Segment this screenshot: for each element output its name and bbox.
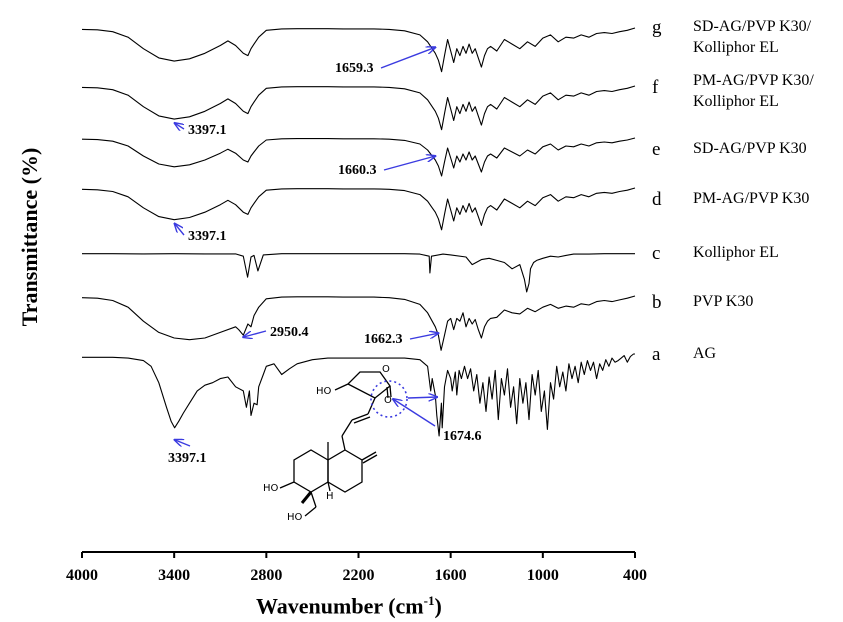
peak-label-f-1: 3397.1 (188, 123, 227, 138)
peak-label-b-4: 2950.4 (270, 325, 309, 340)
methyl-c4 (300, 491, 313, 504)
peak-arrow-a-7 (393, 399, 436, 427)
exo-methylene (361, 451, 377, 461)
x-tick-label-4000: 4000 (66, 567, 98, 584)
spectrum-line-f (81, 85, 636, 131)
ring-b (327, 449, 363, 493)
spectra-group (81, 27, 636, 437)
x-tick-label-3400: 3400 (158, 567, 190, 584)
x-axis-title-close: ) (434, 593, 442, 619)
series-name-g: SD-AG/PVP K30/ Kolliphor EL (693, 16, 843, 58)
x-axis: 4000 3400 2800 2200 1600 1000 400 (66, 551, 647, 584)
series-letter-b: b (652, 292, 662, 313)
x-tick-label-400: 400 (623, 567, 647, 584)
lactone-ring (347, 371, 391, 399)
peak-arrow-e-2 (383, 156, 435, 171)
structure-label-ho-ch2oh: HO (287, 512, 303, 523)
series-name-f: PM-AG/PVP K30/ Kolliphor EL (693, 70, 843, 112)
annotation-group: 1659.3 3397.1 1660.3 3397.1 2950.4 1662.3 3397… (168, 47, 482, 466)
series-letter-e: e (652, 139, 661, 160)
x-tick-label-2800: 2800 (250, 567, 282, 584)
structure-label-o-carbonyl: O (384, 395, 392, 406)
series-name-g-line2: Kolliphor EL (693, 39, 779, 56)
x-tick-label-1000: 1000 (527, 567, 559, 584)
oh-bond-lactone (334, 383, 349, 391)
peak-label-a-6: 3397.1 (168, 451, 207, 466)
side-chain-1 (367, 397, 376, 415)
series-name-f-line2: Kolliphor EL (693, 93, 779, 110)
structure-label-o-ring: O (382, 364, 390, 375)
series-name-a: AG (693, 345, 717, 362)
structure-label-ho-lactone: HO (316, 386, 332, 397)
ring-a (293, 449, 329, 493)
side-chain-4 (341, 435, 346, 451)
peak-arrow-g-0 (380, 47, 435, 69)
peak-arrow-d-3 (175, 224, 185, 236)
ch2oh-bond-1 (310, 491, 317, 508)
spectrum-line-a (82, 353, 635, 437)
side-chain-2 (351, 413, 369, 421)
spectrum-line-c (82, 253, 635, 293)
peak-label-a-7: 1674.6 (443, 429, 482, 444)
series-name-g-line1: SD-AG/PVP K30/ (693, 18, 812, 35)
spectrum-line-e (81, 137, 636, 177)
structure-labels: HO O O HO H HO (263, 364, 392, 523)
structure-label-ho-ring: HO (263, 483, 279, 494)
side-chain-3 (341, 419, 353, 437)
h-bond (327, 481, 331, 492)
series-letter-a: a (652, 344, 661, 365)
x-axis-title-main: Wavenumber (256, 593, 383, 619)
series-name-e: SD-AG/PVP K30 (693, 140, 807, 157)
spectrum-line-d (81, 187, 636, 231)
x-tick-label-2200: 2200 (343, 567, 375, 584)
series-name-b: PVP K30 (693, 293, 754, 310)
structure-label-h: H (326, 491, 334, 502)
x-axis-title: Wavenumber (cm-1) (256, 593, 442, 619)
andrographolide-structure (279, 371, 408, 517)
series-letter-c: c (652, 243, 661, 264)
peak-arrow-b-4 (243, 330, 267, 337)
carbonyl-bond (389, 385, 392, 398)
carbonyl-to-peak-arrow (407, 397, 437, 398)
series-name-c: Kolliphor EL (693, 244, 779, 261)
spectrum-line-b (81, 295, 636, 351)
spectrum-line-g (81, 27, 636, 73)
series-letter-g: g (652, 17, 662, 38)
x-axis-title-unit: (cm (388, 593, 424, 619)
ch2oh-bond-2 (304, 506, 317, 517)
series-name-f-line1: PM-AG/PVP K30/ (693, 72, 814, 89)
x-tick-label-1600: 1600 (435, 567, 467, 584)
peak-arrow-a-6 (175, 440, 191, 446)
series-letter-d: d (652, 189, 662, 210)
peak-label-g-0: 1659.3 (335, 61, 374, 76)
carbonyl-highlight (370, 380, 408, 418)
x-axis-title-exp: -1 (423, 593, 435, 608)
peak-label-d-3: 3397.1 (188, 229, 227, 244)
peak-label-b-5: 1662.3 (364, 332, 403, 347)
y-axis-title: Transmittance (%) (17, 147, 42, 327)
peak-arrow-b-5 (409, 333, 438, 340)
series-letter-f: f (652, 77, 659, 98)
carbonyl-bond-2 (386, 386, 389, 399)
peak-arrow-f-1 (175, 123, 185, 129)
side-chain-2b (353, 416, 371, 424)
exo-methylene-2 (362, 454, 378, 464)
series-name-d: PM-AG/PVP K30 (693, 190, 810, 207)
peak-label-e-2: 1660.3 (338, 163, 377, 178)
oh-bond-ring (279, 481, 295, 489)
